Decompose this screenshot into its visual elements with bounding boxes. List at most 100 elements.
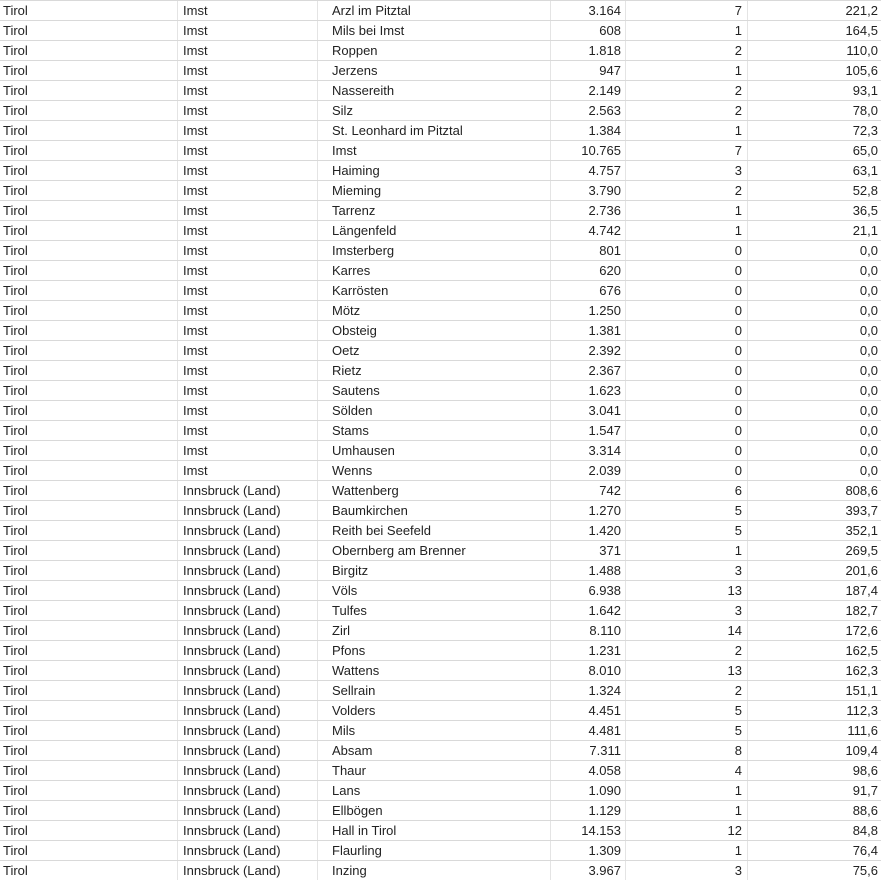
cell-municipality[interactable]: Rietz [318, 361, 551, 380]
cell-municipality[interactable]: Karrösten [318, 281, 551, 300]
cell-population[interactable]: 3.967 [551, 861, 626, 880]
cell-cases[interactable]: 13 [626, 581, 748, 600]
cell-population[interactable]: 7.311 [551, 741, 626, 760]
cell-population[interactable]: 14.153 [551, 821, 626, 840]
cell-incidence[interactable]: 151,1 [845, 683, 878, 698]
cell-district[interactable]: Innsbruck (Land) [178, 761, 318, 780]
cell-incidence[interactable]: 352,1 [845, 523, 878, 538]
table-row[interactable]: Tirol Imst Sölden 3.041 0 0,0 [0, 400, 881, 420]
cell-population[interactable]: 2.736 [551, 201, 626, 220]
cell-population[interactable]: 371 [551, 541, 626, 560]
table-row[interactable]: Tirol Innsbruck (Land) Flaurling 1.309 1 76,4 [0, 840, 881, 860]
cell-incidence[interactable]: 65,0 [852, 143, 878, 158]
cell-district[interactable]: Innsbruck (Land) [178, 661, 318, 680]
table-row[interactable]: Tirol Imst Imsterberg 801 0 0,0 [0, 240, 881, 260]
cell-municipality[interactable]: Hall in Tirol [318, 821, 551, 840]
cell-state[interactable]: Tirol [0, 581, 178, 600]
cell-municipality[interactable]: Sölden [318, 401, 551, 420]
cell-incidence[interactable]: 0,0 [859, 463, 878, 478]
cell-incidence[interactable]: 0,0 [859, 303, 878, 318]
table-row[interactable]: Tirol Imst St. Leonhard im Pitztal 1.384 1 72… [0, 120, 881, 140]
table-row[interactable]: Tirol Innsbruck (Land) Inzing 3.967 3 75,6 [0, 860, 881, 880]
cell-district[interactable]: Imst [178, 301, 318, 320]
cell-municipality[interactable]: Pfons [318, 641, 551, 660]
cell-state[interactable]: Tirol [0, 361, 178, 380]
cell-incidence[interactable]: 0,0 [859, 443, 878, 458]
cell-municipality[interactable]: Zirl [318, 621, 551, 640]
cell-cases[interactable]: 7 [626, 1, 748, 20]
cell-population[interactable]: 3.790 [551, 181, 626, 200]
cell-municipality[interactable]: Völs [318, 581, 551, 600]
cell-cases[interactable]: 13 [626, 661, 748, 680]
cell-state[interactable]: Tirol [0, 641, 178, 660]
table-row[interactable]: Tirol Innsbruck (Land) Tulfes 1.642 3 182,7 [0, 600, 881, 620]
cell-state[interactable]: Tirol [0, 821, 178, 840]
cell-population[interactable]: 1.642 [551, 601, 626, 620]
cell-municipality[interactable]: Längenfeld [318, 221, 551, 240]
table-row[interactable]: Tirol Imst Roppen 1.818 2 110,0 [0, 40, 881, 60]
cell-population[interactable]: 1.324 [551, 681, 626, 700]
table-row[interactable]: Tirol Innsbruck (Land) Hall in Tirol 14.153… [0, 820, 881, 840]
cell-district[interactable]: Imst [178, 381, 318, 400]
table-row[interactable]: Tirol Imst Tarrenz 2.736 1 36,5 [0, 200, 881, 220]
cell-population[interactable]: 1.420 [551, 521, 626, 540]
cell-district[interactable]: Innsbruck (Land) [178, 741, 318, 760]
cell-state[interactable]: Tirol [0, 681, 178, 700]
cell-municipality[interactable]: Obernberg am Brenner [318, 541, 551, 560]
cell-district[interactable]: Imst [178, 201, 318, 220]
cell-state[interactable]: Tirol [0, 341, 178, 360]
cell-municipality[interactable]: Wenns [318, 461, 551, 480]
cell-cases[interactable]: 12 [626, 821, 748, 840]
cell-district[interactable]: Imst [178, 161, 318, 180]
cell-cases[interactable]: 5 [626, 501, 748, 520]
cell-district[interactable]: Innsbruck (Land) [178, 861, 318, 880]
cell-incidence[interactable]: 78,0 [852, 103, 878, 118]
cell-incidence[interactable]: 393,7 [845, 503, 878, 518]
cell-population[interactable]: 3.314 [551, 441, 626, 460]
cell-incidence[interactable]: 98,6 [852, 763, 878, 778]
cell-state[interactable]: Tirol [0, 421, 178, 440]
cell-district[interactable]: Imst [178, 281, 318, 300]
cell-cases[interactable]: 2 [626, 41, 748, 60]
cell-incidence[interactable]: 269,5 [845, 543, 878, 558]
cell-cases[interactable]: 0 [626, 241, 748, 260]
cell-state[interactable]: Tirol [0, 381, 178, 400]
cell-municipality[interactable]: Haiming [318, 161, 551, 180]
cell-municipality[interactable]: Inzing [318, 861, 551, 880]
cell-municipality[interactable]: Oetz [318, 341, 551, 360]
cell-population[interactable]: 6.938 [551, 581, 626, 600]
cell-state[interactable]: Tirol [0, 841, 178, 860]
cell-municipality[interactable]: Tulfes [318, 601, 551, 620]
cell-population[interactable]: 1.623 [551, 381, 626, 400]
cell-incidence[interactable]: 63,1 [852, 163, 878, 178]
cell-cases[interactable]: 1 [626, 21, 748, 40]
cell-incidence[interactable]: 182,7 [845, 603, 878, 618]
cell-state[interactable]: Tirol [0, 101, 178, 120]
cell-municipality[interactable]: Wattenberg [318, 481, 551, 500]
table-row[interactable]: Tirol Innsbruck (Land) Wattenberg 742 6 808,6 [0, 480, 881, 500]
cell-population[interactable]: 1.547 [551, 421, 626, 440]
cell-district[interactable]: Imst [178, 441, 318, 460]
cell-cases[interactable]: 0 [626, 281, 748, 300]
cell-municipality[interactable]: Thaur [318, 761, 551, 780]
cell-cases[interactable]: 7 [626, 141, 748, 160]
cell-state[interactable]: Tirol [0, 481, 178, 500]
cell-cases[interactable]: 2 [626, 641, 748, 660]
cell-population[interactable]: 2.392 [551, 341, 626, 360]
cell-district[interactable]: Imst [178, 221, 318, 240]
cell-municipality[interactable]: Volders [318, 701, 551, 720]
cell-population[interactable]: 1.818 [551, 41, 626, 60]
table-row[interactable]: Tirol Innsbruck (Land) Reith bei Seefeld 1.… [0, 520, 881, 540]
table-row[interactable]: Tirol Innsbruck (Land) Sellrain 1.324 2 151,1 [0, 680, 881, 700]
table-row[interactable]: Tirol Imst Mötz 1.250 0 0,0 [0, 300, 881, 320]
table-row[interactable]: Tirol Imst Mils bei Imst 608 1 164,5 [0, 20, 881, 40]
cell-population[interactable]: 608 [551, 21, 626, 40]
cell-district[interactable]: Imst [178, 101, 318, 120]
cell-incidence[interactable]: 0,0 [859, 283, 878, 298]
table-row[interactable]: Tirol Innsbruck (Land) Pfons 1.231 2 162,5 [0, 640, 881, 660]
cell-district[interactable]: Innsbruck (Land) [178, 581, 318, 600]
cell-state[interactable]: Tirol [0, 121, 178, 140]
cell-population[interactable]: 10.765 [551, 141, 626, 160]
cell-state[interactable]: Tirol [0, 741, 178, 760]
cell-state[interactable]: Tirol [0, 41, 178, 60]
